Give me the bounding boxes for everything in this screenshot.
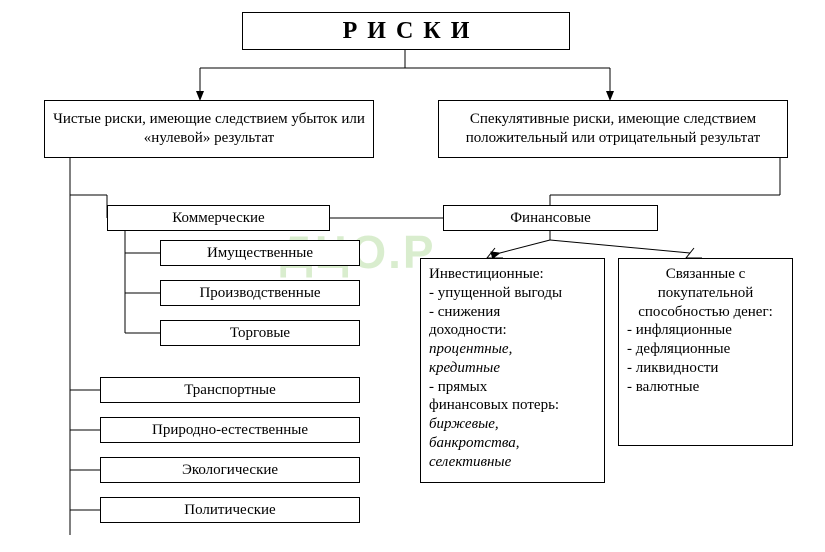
node-property: Имущественные <box>160 240 360 266</box>
root-node-risks: РИСКИ <box>242 12 570 50</box>
purchasing-l3: - ликвидности <box>627 359 784 378</box>
node-speculative-risks: Спекулятивные риски, имеющие следствием … <box>438 100 788 158</box>
purchasing-title3: способностью денег: <box>627 303 784 322</box>
node-pure-risks: Чистые риски, имеющие следствием убыток … <box>44 100 374 158</box>
purchasing-l4: - валютные <box>627 378 784 397</box>
investment-l3: доходности: <box>429 321 596 340</box>
node-political: Политические <box>100 497 360 523</box>
investment-l4: процентные, <box>429 340 596 359</box>
node-trade: Торговые <box>160 320 360 346</box>
investment-l10: селективные <box>429 453 596 472</box>
node-transport: Транспортные <box>100 377 360 403</box>
investment-l8: биржевые, <box>429 415 596 434</box>
investment-l7: финансовых потерь: <box>429 396 596 415</box>
node-ecological: Экологические <box>100 457 360 483</box>
node-production: Производственные <box>160 280 360 306</box>
node-commercial: Коммерческие <box>107 205 330 231</box>
purchasing-l2: - дефляционные <box>627 340 784 359</box>
investment-l2: - снижения <box>429 303 596 322</box>
node-investment: Инвестиционные: - упущенной выгоды - сни… <box>420 258 605 483</box>
node-financial: Финансовые <box>443 205 658 231</box>
investment-title: Инвестиционные: <box>429 265 596 284</box>
investment-l5: кредитные <box>429 359 596 378</box>
investment-l6: - прямых <box>429 378 596 397</box>
investment-l1: - упущенной выгоды <box>429 284 596 303</box>
purchasing-title2: покупательной <box>627 284 784 303</box>
node-natural: Природно-естественные <box>100 417 360 443</box>
purchasing-title1: Связанные с <box>627 265 784 284</box>
investment-l9: банкротства, <box>429 434 596 453</box>
node-purchasing-power: Связанные с покупательной способностью д… <box>618 258 793 446</box>
purchasing-l1: - инфляционные <box>627 321 784 340</box>
